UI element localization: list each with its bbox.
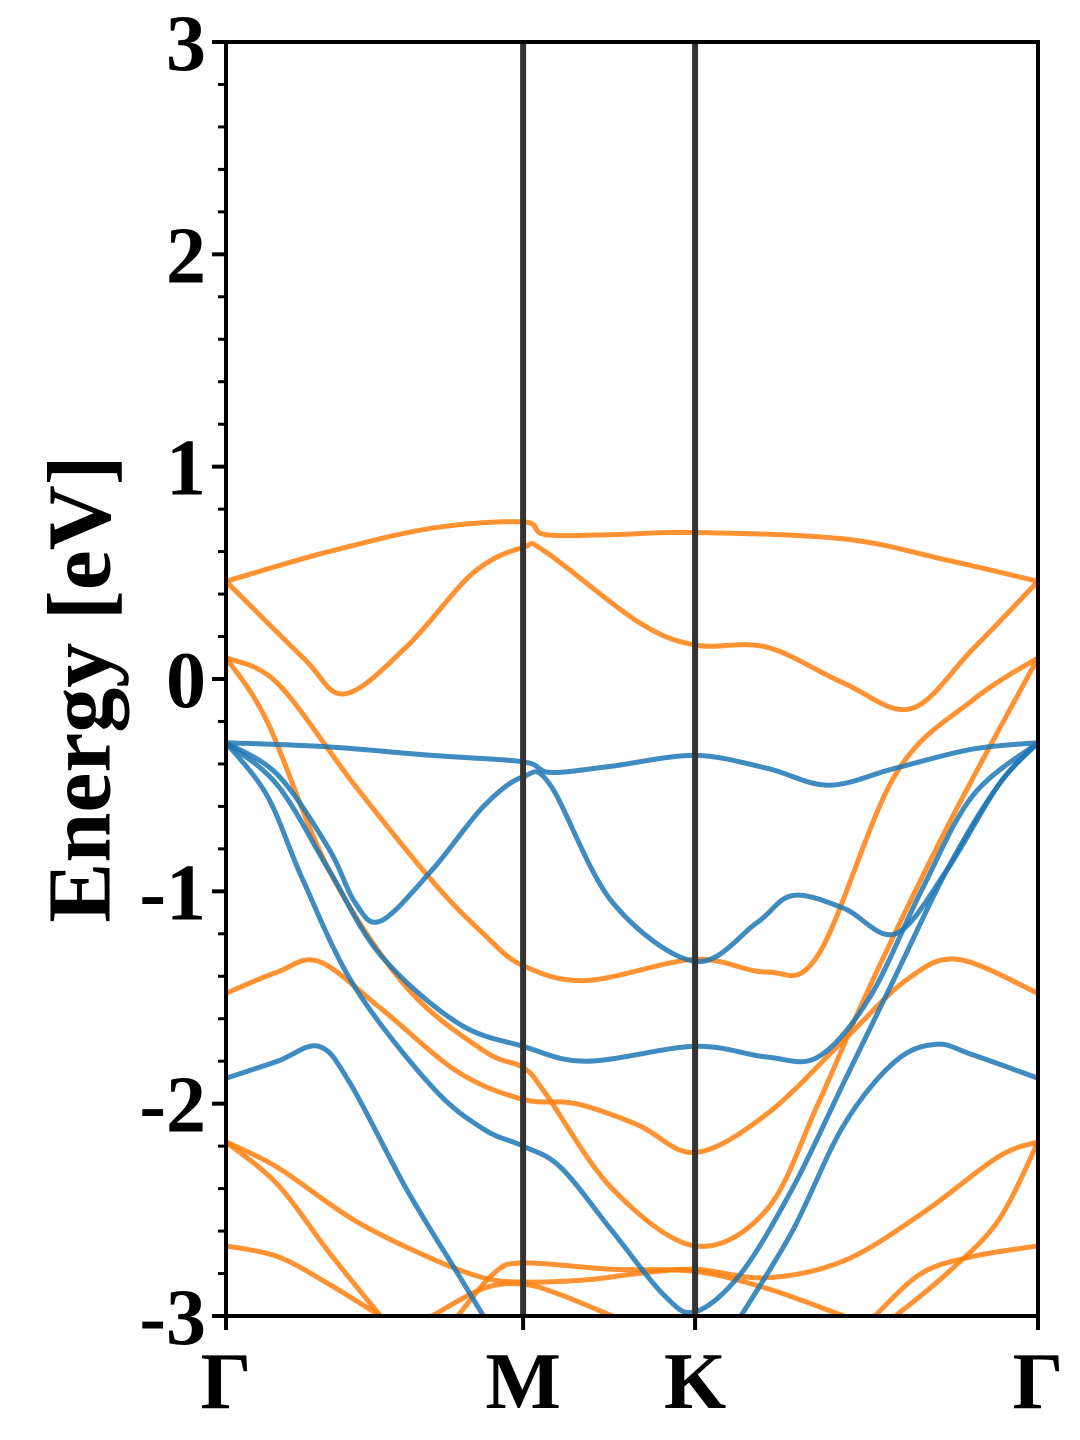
band-line-9 <box>455 1260 847 1316</box>
x-tick-label: Γ <box>201 1338 252 1426</box>
x-tick-label: Γ <box>1013 1338 1064 1426</box>
y-axis-ticks: 3 2 1 0 -1 -2 -3 <box>139 0 226 1362</box>
y-tick-label: 2 <box>166 212 206 300</box>
band-line-5 <box>226 1139 1038 1285</box>
band-line-1 <box>226 541 1038 713</box>
bands-layer <box>226 519 1038 1316</box>
band-line-7 <box>226 1243 383 1316</box>
band-line-11 <box>872 1243 1038 1316</box>
band-line-2 <box>226 655 1038 984</box>
band-line-17 <box>738 1041 1038 1316</box>
y-tick-label: -3 <box>139 1274 206 1362</box>
y-tick-label: 0 <box>166 637 206 725</box>
y-tick-label: 1 <box>166 425 206 513</box>
kpoint-lines <box>520 42 699 1316</box>
y-tick-label: 3 <box>166 0 206 88</box>
band-line-10 <box>892 1139 1038 1316</box>
band-line-14 <box>226 740 1038 1065</box>
y-axis-label: Energy [eV] <box>31 455 130 922</box>
band-line-16 <box>226 1043 486 1316</box>
x-tick-label: M <box>485 1338 561 1426</box>
band-line-15 <box>226 740 1038 1316</box>
band-line-6 <box>226 1139 383 1316</box>
x-tick-label: K <box>664 1338 726 1426</box>
band-line-0 <box>226 519 1038 584</box>
band-line-4 <box>226 956 1038 1156</box>
band-line-12 <box>226 740 1038 788</box>
y-tick-label: -2 <box>139 1062 206 1150</box>
y-tick-label: -1 <box>139 849 206 937</box>
